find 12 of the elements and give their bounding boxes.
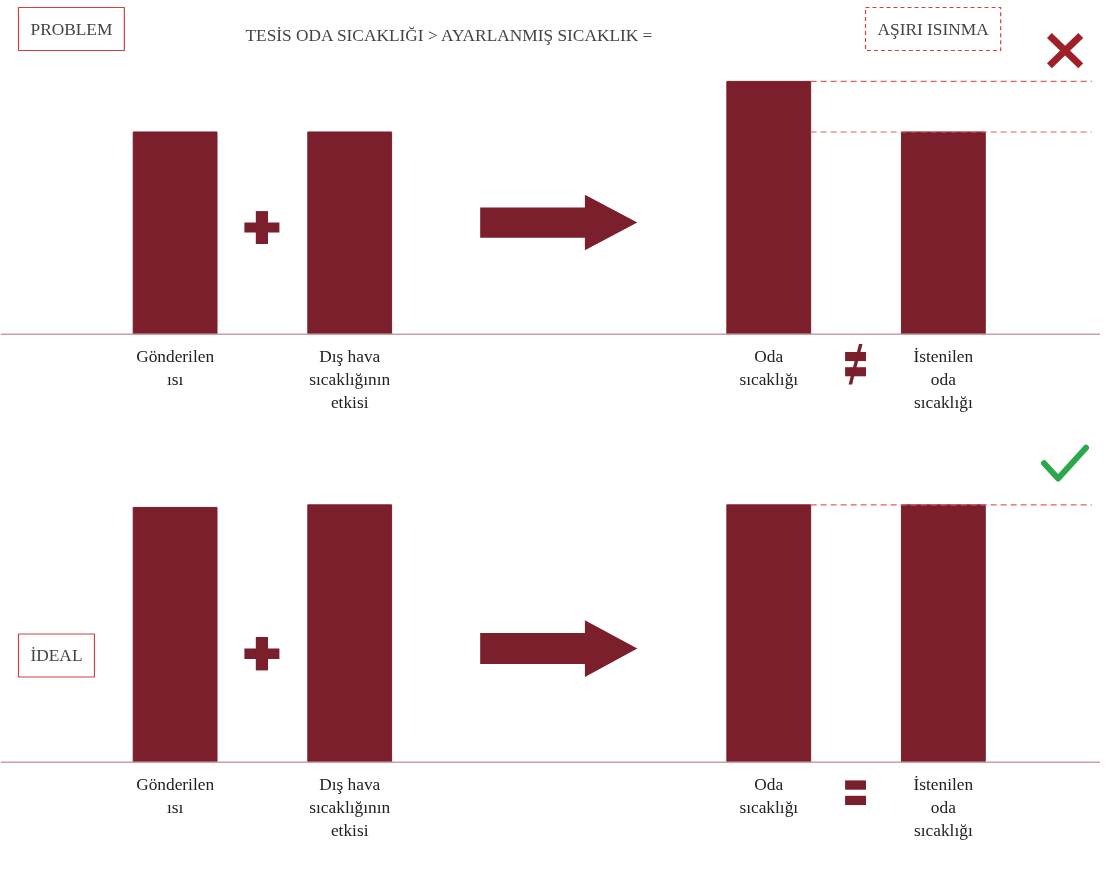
x-tick-label: Gönderilen ısı — [136, 346, 215, 389]
x-tick-label: Oda sıcaklığı — [739, 346, 799, 389]
chart-subtitle: TESİS ODA SICAKLIĞI > AYARLANMIŞ SICAKLIK = — [245, 25, 653, 45]
x-tick-label: Gönderilen ısı — [136, 775, 215, 818]
x-tick-label: Dış hava sıcaklığının etkisi — [309, 346, 391, 412]
x-tick-label: Dış hava sıcaklığının etkisi — [309, 775, 391, 840]
x-tick-label: Oda sıcaklığı — [739, 775, 799, 818]
x-tick-label: İstenilen oda sıcaklığı — [913, 775, 974, 840]
text: İDEAL — [30, 646, 83, 665]
chart-title: PROBLEM — [30, 19, 113, 39]
text: AŞIRI ISINMA — [877, 19, 990, 39]
x-tick-label: İstenilen oda sıcaklığı — [913, 346, 974, 412]
